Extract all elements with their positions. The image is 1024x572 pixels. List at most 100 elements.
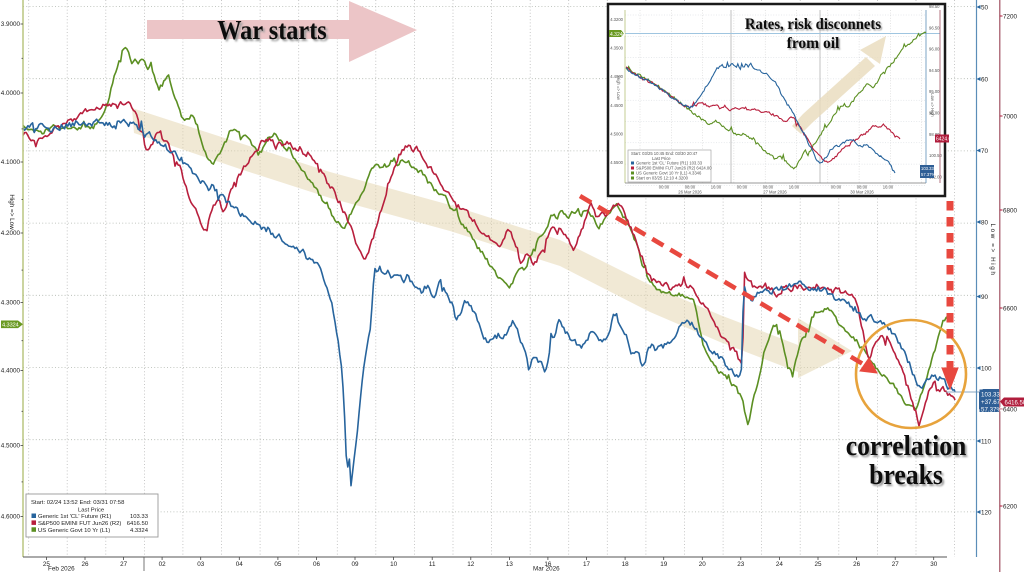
svg-text:4.3500: 4.3500 xyxy=(610,46,623,51)
svg-text:100.50: 100.50 xyxy=(929,153,942,158)
svg-text:25: 25 xyxy=(43,561,51,568)
svg-text:110: 110 xyxy=(981,439,992,446)
svg-text:30: 30 xyxy=(930,561,938,568)
svg-text:4.5500: 4.5500 xyxy=(610,160,623,165)
svg-text:Low => High: Low => High xyxy=(989,224,996,277)
svg-text:4.3200: 4.3200 xyxy=(610,17,623,22)
svg-text:6416.50: 6416.50 xyxy=(127,521,149,527)
svg-text:30 Mar 2026: 30 Mar 2026 xyxy=(850,190,874,195)
svg-text:50: 50 xyxy=(981,5,989,12)
svg-text:26: 26 xyxy=(81,561,89,568)
svg-text:US Generic Govt 10 Yr (L1): US Generic Govt 10 Yr (L1) xyxy=(38,528,110,534)
svg-text:96.00: 96.00 xyxy=(929,47,940,52)
svg-text:57.37%: 57.37% xyxy=(981,406,1002,413)
svg-text:26: 26 xyxy=(853,561,861,568)
svg-text:18: 18 xyxy=(622,561,630,568)
svg-text:60: 60 xyxy=(981,77,989,84)
svg-text:95.00: 95.00 xyxy=(929,89,940,94)
svg-text:103.33: 103.33 xyxy=(981,392,1000,399)
svg-text:7000: 7000 xyxy=(1003,114,1018,121)
svg-text:6400: 6400 xyxy=(1003,407,1018,414)
svg-text:4.4000: 4.4000 xyxy=(610,74,623,79)
svg-text:4.5000: 4.5000 xyxy=(1,443,21,450)
svg-text:S&P500 EMINI FUT Jun26 (R2): S&P500 EMINI FUT Jun26 (R2) xyxy=(38,521,121,527)
svg-text:US Generic Govt 10 Yr (L1): US Generic Govt 10 Yr (L1) 4.3346 xyxy=(636,171,702,176)
svg-text:7200: 7200 xyxy=(1003,14,1018,21)
svg-text:08:00: 08:00 xyxy=(763,185,774,190)
svg-text:24: 24 xyxy=(776,561,784,568)
svg-text:Rates, risk disconnets: Rates, risk disconnets xyxy=(745,17,881,33)
svg-text:27: 27 xyxy=(892,561,900,568)
svg-text:correlation: correlation xyxy=(846,430,967,462)
svg-text:from oil: from oil xyxy=(787,35,840,52)
svg-text:4.6000: 4.6000 xyxy=(1,514,21,521)
svg-text:102.00: 102.00 xyxy=(929,174,942,179)
svg-text:+37.67: +37.67 xyxy=(981,399,1001,406)
svg-text:96.00: 96.00 xyxy=(929,111,940,116)
svg-text:Generic 1st 'CL' Future (R1): Generic 1st 'CL' Future (R1) 103.33 xyxy=(636,161,703,166)
svg-text:3.9000: 3.9000 xyxy=(1,21,21,28)
svg-text:70: 70 xyxy=(981,148,989,155)
svg-text:100: 100 xyxy=(981,366,992,373)
svg-text:Last Price: Last Price xyxy=(652,156,671,161)
svg-text:4.5000: 4.5000 xyxy=(610,131,623,136)
svg-text:4.3324: 4.3324 xyxy=(2,323,20,329)
svg-text:11: 11 xyxy=(429,561,436,568)
svg-text:4.4500: 4.4500 xyxy=(610,103,623,108)
svg-text:27: 27 xyxy=(120,561,128,568)
svg-text:16:00: 16:00 xyxy=(883,185,894,190)
svg-text:6200: 6200 xyxy=(1003,504,1018,511)
svg-text:103.33: 103.33 xyxy=(130,514,149,520)
svg-text:103.33: 103.33 xyxy=(921,166,934,171)
svg-text:6424.0: 6424.0 xyxy=(936,137,952,143)
svg-text:09: 09 xyxy=(351,561,359,568)
svg-text:25: 25 xyxy=(814,561,822,568)
svg-text:00:00: 00:00 xyxy=(831,185,842,190)
svg-text:4.3000: 4.3000 xyxy=(1,300,21,307)
svg-text:6600: 6600 xyxy=(1003,306,1018,313)
svg-text:26 Mar 2026: 26 Mar 2026 xyxy=(678,190,702,195)
svg-text:05: 05 xyxy=(274,561,282,568)
svg-text:4.3324: 4.3324 xyxy=(130,528,149,534)
svg-text:Last Price: Last Price xyxy=(78,507,105,513)
svg-text:breaks: breaks xyxy=(869,459,943,491)
svg-text:98.50: 98.50 xyxy=(929,4,940,9)
svg-text:Generic 1st 'CL' Future (R1): Generic 1st 'CL' Future (R1) xyxy=(38,514,111,520)
svg-text:4.2000: 4.2000 xyxy=(1,230,21,237)
svg-text:16: 16 xyxy=(544,561,552,568)
svg-text:98.00: 98.00 xyxy=(929,132,940,137)
svg-text:06: 06 xyxy=(313,561,321,568)
svg-text:High => Low: High => Low xyxy=(616,76,621,100)
svg-text:17: 17 xyxy=(583,561,591,568)
svg-text:Feb 2026: Feb 2026 xyxy=(48,566,75,572)
svg-text:4.4000: 4.4000 xyxy=(1,368,21,375)
svg-text:57.37%: 57.37% xyxy=(921,172,935,177)
svg-text:23: 23 xyxy=(737,561,745,568)
svg-text:13: 13 xyxy=(506,561,514,568)
svg-text:02: 02 xyxy=(159,561,167,568)
svg-text:6800: 6800 xyxy=(1003,208,1018,215)
svg-text:S&P500 EMINI FUT Jun26 (R2) 6: S&P500 EMINI FUT Jun26 (R2) 6424.00 xyxy=(636,166,712,171)
svg-text:04: 04 xyxy=(236,561,244,568)
svg-text:08:00: 08:00 xyxy=(857,185,868,190)
svg-text:10: 10 xyxy=(390,561,398,568)
svg-text:96.50: 96.50 xyxy=(929,25,940,30)
svg-text:12: 12 xyxy=(467,561,475,568)
svg-text:4.0000: 4.0000 xyxy=(1,90,21,97)
svg-text:94.50: 94.50 xyxy=(929,68,940,73)
svg-text:Low => High: Low => High xyxy=(930,93,935,117)
svg-text:4.3240: 4.3240 xyxy=(610,32,626,38)
svg-text:00:00: 00:00 xyxy=(659,185,670,190)
svg-text:4.1000: 4.1000 xyxy=(1,159,21,166)
svg-text:120: 120 xyxy=(981,510,992,517)
svg-text:80: 80 xyxy=(981,220,989,227)
svg-text:Mar 2026: Mar 2026 xyxy=(533,566,560,572)
svg-text:27 Mar 2026: 27 Mar 2026 xyxy=(763,190,787,195)
svg-text:16:00: 16:00 xyxy=(711,185,722,190)
svg-text:Start on 03/25 12:10 4.3200: Start on 03/25 12:10 4.3200 xyxy=(636,176,689,181)
svg-text:High => Low: High => Low xyxy=(8,194,15,230)
svg-text:00:00: 00:00 xyxy=(737,185,748,190)
svg-text:19: 19 xyxy=(660,561,668,568)
svg-text:90: 90 xyxy=(981,294,989,301)
svg-text:03: 03 xyxy=(197,561,205,568)
